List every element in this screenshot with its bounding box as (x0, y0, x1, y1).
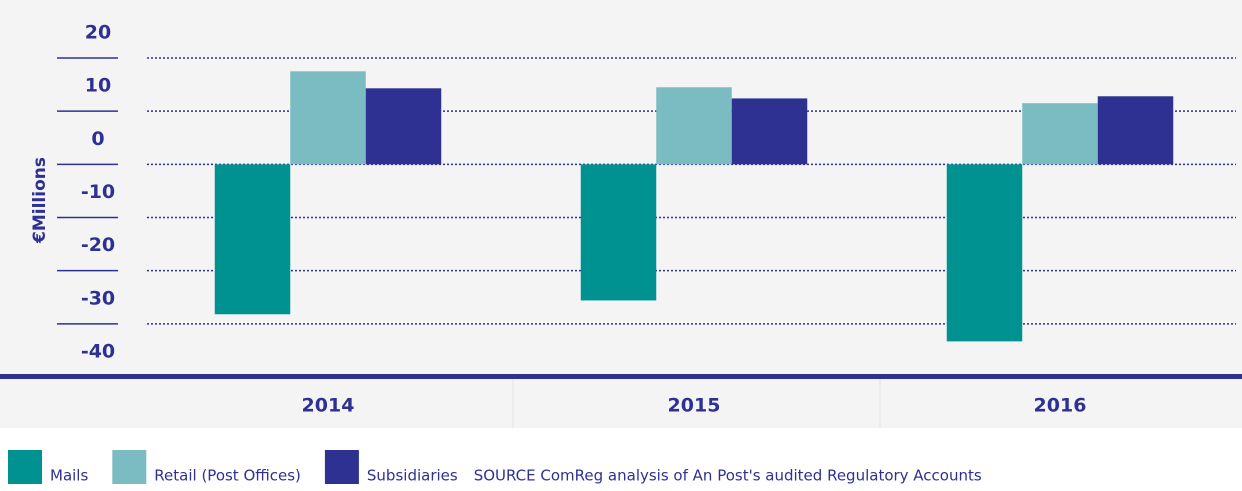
bar (1022, 103, 1098, 165)
y-tick-label: -40 (81, 341, 115, 363)
bar (731, 98, 808, 165)
legend-swatch (324, 450, 359, 484)
y-tick-label: 0 (91, 128, 104, 150)
y-tick-label: -20 (81, 234, 115, 256)
legend-label: Mails (50, 467, 88, 485)
x-tick-label: 2014 (302, 395, 355, 417)
y-tick-label: -10 (81, 181, 115, 203)
bar (365, 88, 442, 165)
bar (946, 164, 1023, 342)
legend-swatch (112, 450, 147, 484)
legend-label: Subsidiaries (367, 467, 458, 485)
legend-swatch (8, 450, 42, 484)
bar (580, 164, 657, 301)
y-axis-label: €Millions (30, 157, 50, 244)
bar (214, 164, 291, 315)
y-tick-label: 10 (85, 75, 111, 97)
bar (656, 87, 732, 165)
bar (290, 71, 366, 165)
x-tick-label: 2016 (1034, 395, 1087, 417)
source: SOURCE ComReg analysis of An Post's audi… (474, 467, 982, 485)
legend-label: Retail (Post Offices) (154, 467, 301, 485)
x-axis-line (0, 374, 1242, 379)
x-tick-label: 2015 (668, 395, 721, 417)
y-tick-label: -30 (81, 287, 115, 309)
bar (1097, 96, 1174, 165)
y-tick-label: 20 (85, 22, 111, 44)
